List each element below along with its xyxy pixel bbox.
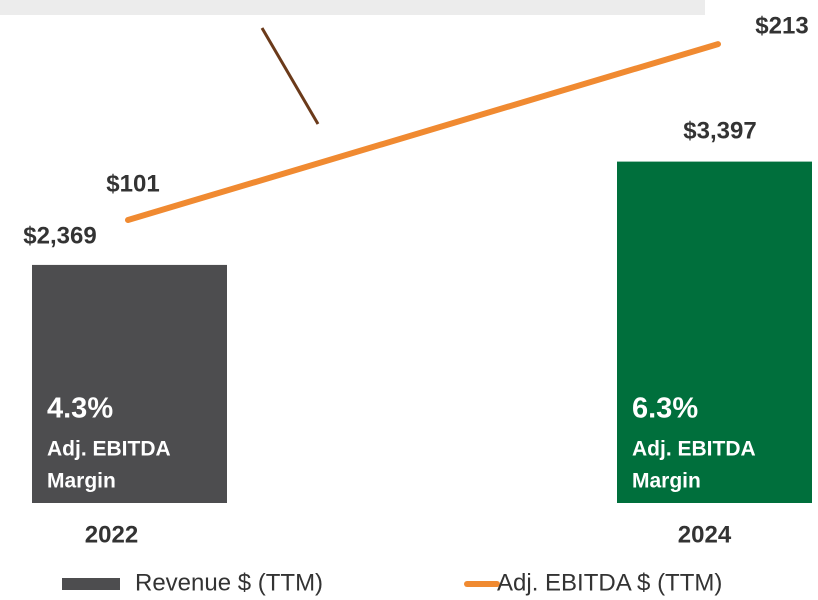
top-band: [0, 0, 705, 15]
bar-value-label: $3,397: [683, 117, 756, 144]
x-tick-label: 2022: [85, 521, 138, 548]
line-value-label: $213: [755, 12, 808, 39]
margin-caption: Margin: [47, 470, 116, 493]
x-tick-label: 2024: [678, 521, 732, 548]
margin-caption: Adj. EBITDA: [47, 438, 171, 461]
bar-value-label: $2,369: [23, 222, 96, 249]
line: [125, 41, 721, 224]
legend-label: Revenue $ (TTM): [135, 569, 323, 596]
bar: [617, 161, 812, 503]
margin-caption: Margin: [632, 470, 701, 493]
legend-label: Adj. EBITDA $ (TTM): [497, 569, 722, 596]
legend-swatch: [62, 578, 120, 590]
margin-caption: Adj. EBITDA: [632, 438, 756, 461]
line-value-label: $101: [106, 170, 159, 197]
margin-label: 4.3%: [47, 393, 113, 425]
callout-line: [260, 27, 320, 125]
margin-label: 6.3%: [632, 393, 698, 425]
bar: [32, 264, 227, 503]
